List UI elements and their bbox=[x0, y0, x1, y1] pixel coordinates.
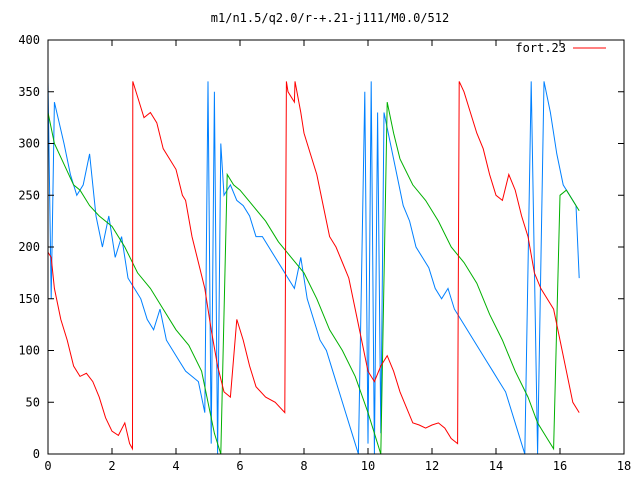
y-tick-label: 150 bbox=[18, 292, 40, 306]
x-tick-label: 0 bbox=[44, 459, 51, 473]
legend: fort.23 bbox=[515, 41, 606, 55]
y-tick-label: 100 bbox=[18, 344, 40, 358]
y-axis: 0 50 100 150 200 250 300 350 400 bbox=[18, 33, 624, 461]
series-line-2 bbox=[48, 101, 580, 454]
x-tick-label: 8 bbox=[300, 459, 307, 473]
chart-title: m1/n1.5/q2.0/r-+.21-j111/M0.0/512 bbox=[211, 11, 449, 25]
x-tick-label: 2 bbox=[108, 459, 115, 473]
series-line-3 bbox=[48, 81, 580, 454]
x-tick-label: 12 bbox=[425, 459, 439, 473]
x-tick-label: 4 bbox=[172, 459, 179, 473]
x-axis: 0 2 4 6 8 10 12 14 16 18 bbox=[44, 40, 631, 473]
y-tick-label: 350 bbox=[18, 85, 40, 99]
series-line-1 bbox=[48, 81, 580, 451]
y-tick-label: 50 bbox=[26, 395, 40, 409]
series-layer bbox=[48, 81, 580, 454]
y-tick-label: 400 bbox=[18, 33, 40, 47]
x-tick-label: 16 bbox=[553, 459, 567, 473]
y-tick-label: 300 bbox=[18, 137, 40, 151]
y-tick-label: 250 bbox=[18, 188, 40, 202]
x-tick-label: 18 bbox=[617, 459, 631, 473]
x-tick-label: 6 bbox=[236, 459, 243, 473]
x-tick-label: 14 bbox=[489, 459, 503, 473]
x-tick-label: 10 bbox=[361, 459, 375, 473]
legend-label-fort-23: fort.23 bbox=[515, 41, 566, 55]
y-tick-label: 200 bbox=[18, 240, 40, 254]
y-tick-label: 0 bbox=[33, 447, 40, 461]
